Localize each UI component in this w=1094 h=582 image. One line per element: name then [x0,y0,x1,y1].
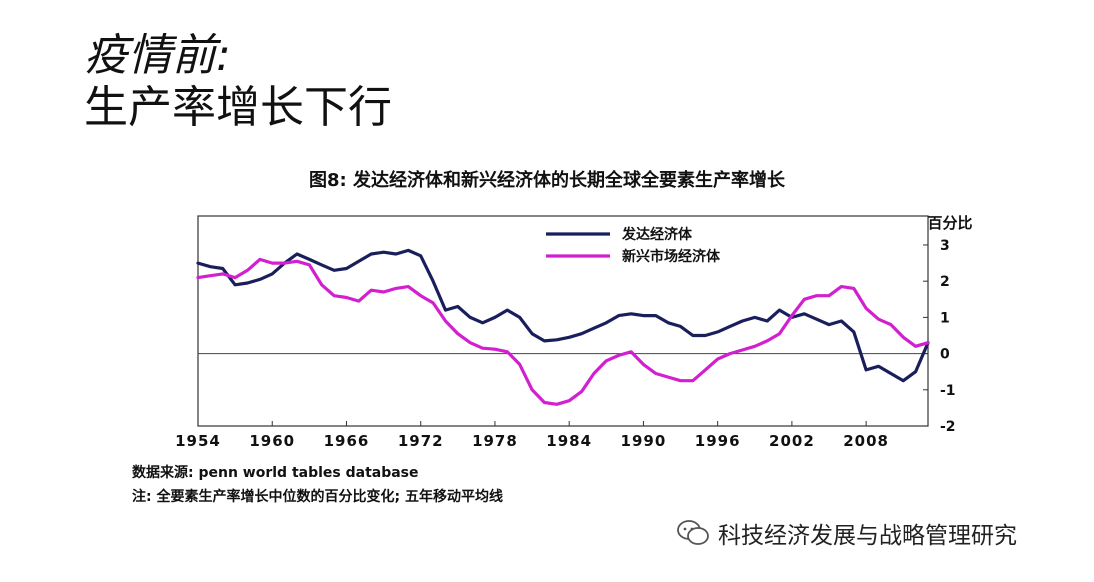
y-tick-label: -1 [940,383,956,399]
x-tick-label: 1954 [175,432,221,450]
footnote: 注: 全要素生产率增长中位数的百分比变化; 五年移动平均线 [132,489,503,505]
y-tick-label: -2 [940,419,956,435]
x-tick-label: 1984 [546,432,592,450]
watermark: 科技经济发展与战略管理研究 [676,516,1017,550]
x-tick-label: 1960 [249,432,295,450]
watermark-text: 科技经济发展与战略管理研究 [718,523,1017,549]
chat-bubbles-icon [677,520,709,545]
legend-label: 发达经济体 [621,226,693,243]
source-note: 数据来源: penn world tables database [132,465,419,481]
y-axis-label: 百分比 [927,214,972,232]
x-tick-label: 2002 [769,432,815,450]
x-tick-label: 1990 [621,432,667,450]
y-tick-label: 3 [940,238,950,254]
x-tick-label: 2008 [843,432,889,450]
x-tick-label: 1966 [324,432,370,450]
plot-frame [197,215,929,427]
slide-title: 疫情前: 生产率增长下行 [84,30,392,134]
y-tick-label: 2 [940,274,950,290]
y-tick-label: 1 [940,310,950,326]
series-line-emerging [196,257,930,406]
x-tick-label: 1996 [695,432,741,450]
y-tick-label: 0 [940,347,950,363]
x-tick-label: 1978 [472,432,518,450]
slide-title-line1: 疫情前: [84,30,231,81]
x-tick-label: 1972 [398,432,444,450]
plot-area: 3 2 1 0 -1 -2 1954 1960 1966 1972 1978 1984 1990 1996… [175,214,972,450]
series-line-advanced [196,248,930,383]
chart-title: 图8: 发达经济体和新兴经济体的长期全球全要素生产率增长 [309,170,785,191]
slide-title-line2: 生产率增长下行 [84,82,392,133]
legend-label: 新兴市场经济体 [622,248,721,265]
